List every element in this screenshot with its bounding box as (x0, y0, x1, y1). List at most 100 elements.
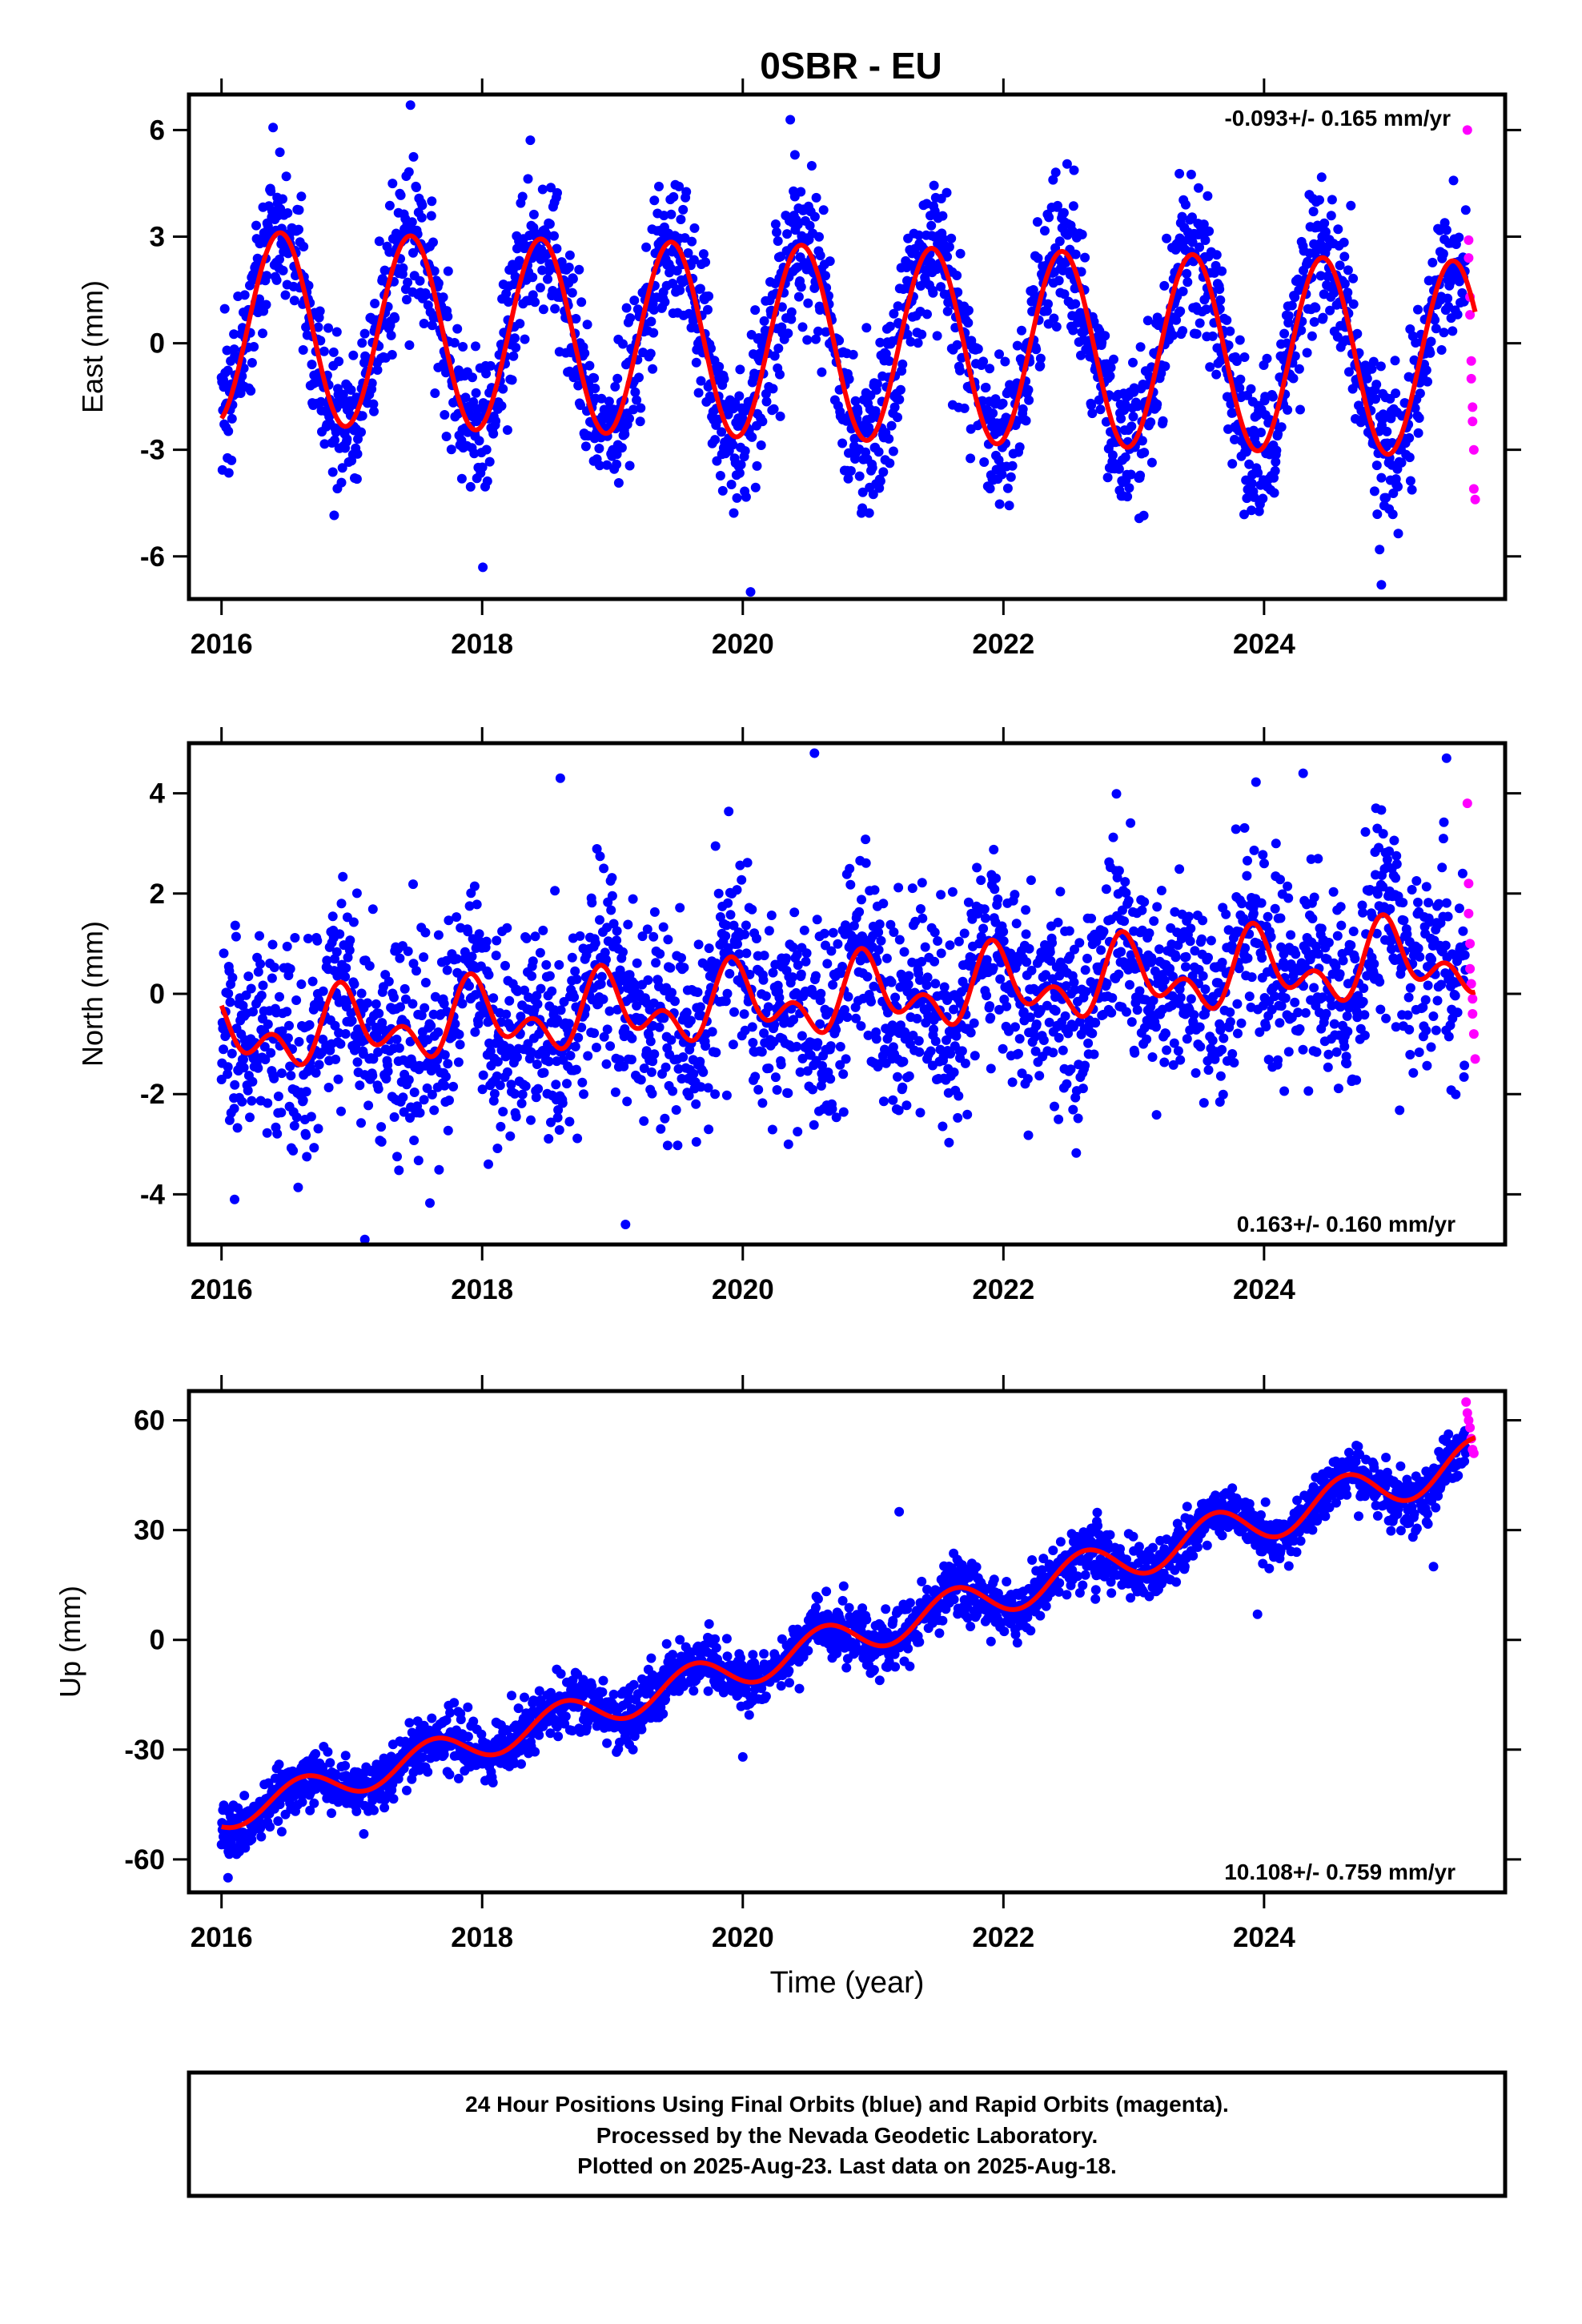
north-final-orbit-point (1147, 1052, 1158, 1062)
east-final-orbit-point (368, 399, 379, 409)
east-final-orbit-point (338, 389, 348, 400)
north-final-orbit-point (662, 1140, 673, 1151)
east-final-orbit-point (426, 211, 436, 221)
east-final-orbit-point (1033, 253, 1043, 263)
east-final-orbit-point (695, 283, 705, 294)
north-final-orbit-point (376, 1136, 387, 1147)
north-outlier-point (1298, 768, 1308, 778)
north-final-orbit-point (520, 1081, 531, 1092)
east-final-orbit-point (793, 292, 804, 302)
east-final-orbit-point (568, 274, 578, 284)
north-final-orbit-point (710, 1089, 721, 1100)
north-final-orbit-point (492, 935, 502, 946)
north-x-tick-label: 2016 (191, 1274, 253, 1305)
east-final-orbit-point (261, 300, 271, 310)
north-final-orbit-point (789, 907, 800, 918)
east-y-tick-label: -6 (140, 541, 165, 573)
north-final-orbit-point (808, 1084, 817, 1095)
north-final-orbit-point (1451, 1089, 1461, 1100)
north-final-orbit-point (903, 979, 913, 990)
north-final-orbit-point (262, 1128, 272, 1138)
north-final-orbit-point (1335, 969, 1345, 979)
east-final-orbit-point (660, 297, 670, 308)
east-final-orbit-point (1211, 250, 1222, 260)
north-final-orbit-point (1108, 832, 1118, 842)
east-final-orbit-point (280, 290, 291, 300)
north-final-orbit-point (632, 958, 642, 968)
north-final-orbit-point (1053, 917, 1063, 927)
north-final-orbit-point (1242, 870, 1252, 881)
east-x-tick-label: 2020 (712, 629, 774, 660)
north-final-orbit-point (1404, 1024, 1415, 1035)
north-final-orbit-point (1298, 1044, 1308, 1055)
north-final-orbit-point (282, 1007, 292, 1017)
east-final-orbit-point (757, 416, 768, 427)
north-final-orbit-point (998, 927, 1009, 937)
east-final-orbit-point (229, 329, 239, 340)
north-final-orbit-point (881, 953, 892, 963)
east-final-orbit-point (1006, 472, 1016, 482)
north-final-orbit-point (562, 1079, 572, 1089)
north-final-orbit-point (442, 965, 452, 975)
north-final-orbit-point (1342, 1011, 1352, 1021)
east-final-orbit-point (894, 394, 905, 404)
east-final-orbit-point (239, 290, 250, 300)
north-final-orbit-point (323, 1083, 334, 1092)
north-final-orbit-point (1142, 1034, 1152, 1044)
east-final-orbit-point (481, 368, 492, 379)
north-final-orbit-point (1454, 903, 1464, 914)
north-final-orbit-point (367, 1071, 378, 1081)
east-final-orbit-point (1080, 252, 1090, 263)
north-final-orbit-point (314, 1059, 324, 1070)
east-final-orbit-point (1053, 200, 1062, 211)
chart-title: 0SBR - EU (760, 45, 942, 86)
north-final-orbit-point (1414, 1047, 1424, 1057)
east-final-orbit-point (1106, 363, 1116, 372)
east-final-orbit-point (853, 407, 863, 417)
north-final-orbit-point (340, 1029, 351, 1039)
north-final-orbit-point (601, 1059, 612, 1069)
north-final-orbit-point (1233, 1028, 1243, 1039)
north-final-orbit-point (1189, 1010, 1199, 1020)
east-final-orbit-point (510, 333, 520, 344)
north-final-orbit-point (243, 971, 254, 982)
north-final-orbit-point (1010, 1022, 1020, 1032)
north-final-orbit-point (1309, 983, 1319, 993)
north-final-orbit-point (505, 1131, 516, 1141)
north-final-orbit-point (1106, 1007, 1117, 1018)
north-final-orbit-point (869, 885, 880, 895)
north-final-orbit-point (1303, 1086, 1314, 1096)
east-final-orbit-point (580, 348, 590, 359)
north-final-orbit-point (1403, 1010, 1413, 1020)
north-rate-label: 0.163+/- 0.160 mm/yr (1237, 1212, 1456, 1236)
north-final-orbit-point (455, 1039, 465, 1050)
north-final-orbit-point (1244, 991, 1255, 1002)
north-final-orbit-point (753, 1084, 764, 1095)
east-final-orbit-point (1348, 273, 1359, 283)
north-final-orbit-point (1048, 1047, 1058, 1058)
east-final-orbit-point (696, 376, 706, 386)
east-final-orbit-point (978, 356, 989, 367)
north-final-orbit-point (670, 996, 680, 1007)
east-final-orbit-point (520, 334, 530, 344)
north-final-orbit-point (1438, 834, 1448, 844)
north-final-orbit-point (842, 1012, 853, 1023)
north-final-orbit-point (1420, 995, 1431, 1005)
east-final-orbit-point (973, 344, 983, 354)
north-final-orbit-point (289, 1120, 299, 1131)
east-final-orbit-point (546, 183, 556, 193)
north-final-orbit-point (990, 884, 1000, 895)
north-final-orbit-point (551, 1080, 561, 1090)
north-final-orbit-point (587, 898, 597, 908)
north-final-orbit-point (825, 1041, 836, 1051)
east-final-orbit-point (813, 326, 823, 336)
north-final-orbit-point (472, 899, 482, 910)
north-final-orbit-point (282, 941, 292, 951)
east-final-orbit-point (1114, 464, 1124, 474)
north-final-orbit-point (636, 1075, 646, 1085)
north-final-orbit-point (288, 1145, 299, 1156)
north-final-orbit-point (356, 1118, 366, 1128)
east-final-orbit-point (636, 403, 646, 413)
east-final-orbit-point (1215, 284, 1225, 295)
east-final-orbit-point (922, 309, 932, 320)
